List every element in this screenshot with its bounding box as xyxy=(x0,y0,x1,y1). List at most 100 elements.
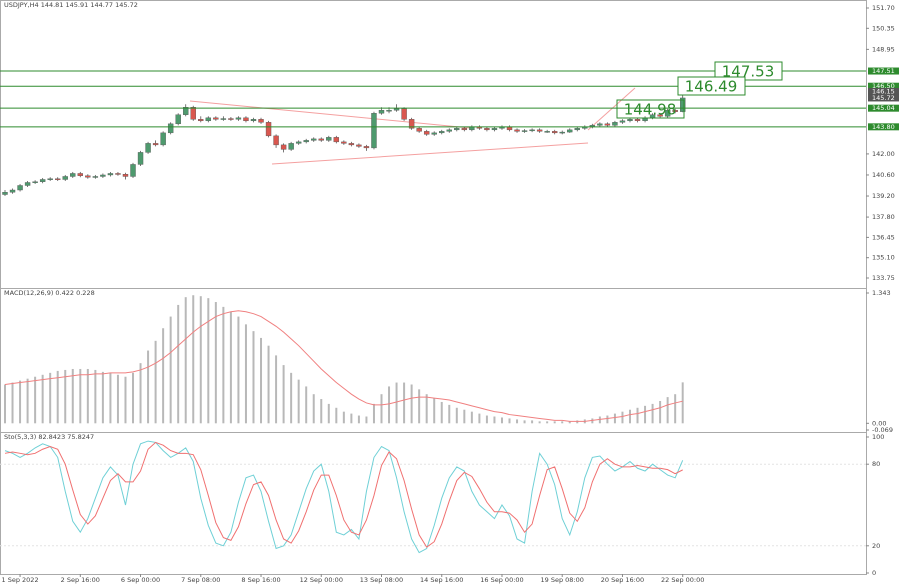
y-tick-label: 0 xyxy=(872,569,876,577)
macd-bar xyxy=(342,411,345,424)
macd-bar xyxy=(418,389,421,424)
candle-body xyxy=(536,129,543,132)
macd-bar xyxy=(651,403,654,424)
candle-body xyxy=(265,122,272,137)
macd-bar xyxy=(139,363,142,424)
candle-body xyxy=(491,128,498,131)
candle-body xyxy=(363,146,370,149)
macd-bar xyxy=(290,372,293,424)
candle-body xyxy=(664,110,671,117)
macd-bar xyxy=(644,405,647,424)
candle-body xyxy=(85,175,91,178)
annotation: 147.53 xyxy=(722,63,775,81)
macd-bar xyxy=(222,306,225,424)
macd-bar xyxy=(546,421,549,424)
macd-bar xyxy=(335,407,338,424)
macd-bar xyxy=(681,382,684,424)
macd-bar xyxy=(282,365,285,424)
candle-body xyxy=(295,141,302,144)
macd-bar xyxy=(621,411,624,424)
macd-bar xyxy=(11,382,14,424)
macd-bar xyxy=(237,316,240,424)
macd-bar xyxy=(485,415,488,424)
macd-bar xyxy=(147,350,150,424)
level-label-box xyxy=(868,104,899,112)
macd-bar xyxy=(229,311,232,424)
price-marker-box xyxy=(868,94,899,102)
candle-body xyxy=(17,185,23,191)
candle-body xyxy=(326,137,332,141)
candle-body xyxy=(220,118,227,120)
macd-bar xyxy=(244,324,247,424)
macd-bar xyxy=(516,419,519,424)
macd-bar xyxy=(101,371,104,424)
macd-bar xyxy=(154,340,157,424)
price-marker-label: 145.72 xyxy=(872,94,895,102)
macd-bar xyxy=(538,421,541,424)
macd-bar xyxy=(124,376,127,424)
candle-body xyxy=(461,128,468,131)
candle-body xyxy=(627,119,633,122)
macd-bar xyxy=(64,369,67,424)
candle-body xyxy=(70,173,76,177)
macd-bar xyxy=(71,368,74,424)
macd-bar xyxy=(523,420,526,424)
candle-body xyxy=(454,128,460,131)
trend-line xyxy=(271,142,589,165)
candle-body xyxy=(423,131,430,135)
macd-bar xyxy=(531,420,534,424)
macd-bar xyxy=(403,382,406,424)
candle-body xyxy=(77,173,84,176)
macd-bar xyxy=(4,384,6,424)
level-label: 143.80 xyxy=(872,123,895,131)
macd-bar xyxy=(41,374,44,424)
macd-bar xyxy=(199,296,202,424)
candle-body xyxy=(190,107,196,120)
x-tick-label: 19 Sep 08:00 xyxy=(541,576,584,584)
macd-bar xyxy=(395,382,398,424)
macd-bar xyxy=(674,394,677,424)
macd-bar xyxy=(79,368,82,424)
candle-body xyxy=(341,141,347,144)
candle-body xyxy=(484,128,490,131)
y-tick-label: 80 xyxy=(872,460,880,468)
annotation: 144.98 xyxy=(624,101,677,119)
candle-body xyxy=(250,119,257,122)
candle-body xyxy=(288,143,294,150)
candle-body xyxy=(137,152,144,165)
macd-bar xyxy=(297,379,300,424)
stochastic-line xyxy=(4,441,683,548)
candle-body xyxy=(680,97,686,112)
candle-body xyxy=(235,117,242,120)
macd-bar xyxy=(116,374,119,424)
macd-bar xyxy=(478,413,481,424)
candle-body xyxy=(160,132,166,146)
candle-body xyxy=(574,128,580,131)
candle-body xyxy=(604,123,611,126)
candle-body xyxy=(431,132,437,135)
candle-body xyxy=(167,123,174,134)
macd-bar xyxy=(388,386,391,424)
macd-bar xyxy=(666,397,669,424)
candle-body xyxy=(280,144,287,150)
candle-body xyxy=(32,181,38,183)
candle-body xyxy=(39,179,46,182)
macd-bar xyxy=(320,399,323,424)
macd-bar xyxy=(162,328,165,424)
y-tick-label: 139.20 xyxy=(872,192,895,200)
y-tick-label: 133.75 xyxy=(872,274,895,282)
macd-bar xyxy=(357,415,360,424)
level-label-box xyxy=(868,82,899,90)
candle-body xyxy=(408,119,415,129)
candle-body xyxy=(446,129,452,132)
candle-body xyxy=(107,173,114,176)
macd-bar xyxy=(365,416,368,424)
candle-body xyxy=(205,117,212,122)
y-tick-label: 150.35 xyxy=(872,24,895,32)
macd-bar xyxy=(508,418,511,424)
candle-body xyxy=(333,137,340,143)
macd-bar xyxy=(260,337,263,424)
candle-body xyxy=(115,173,121,175)
